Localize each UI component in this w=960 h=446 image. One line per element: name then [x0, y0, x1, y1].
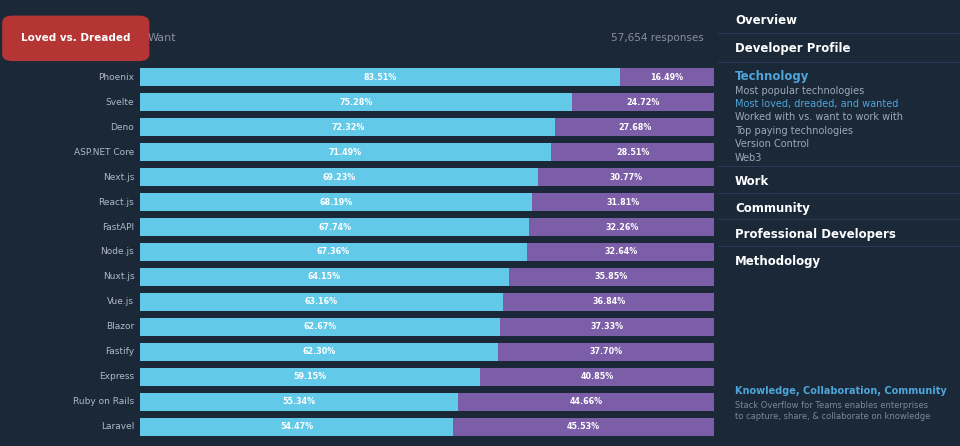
- Text: FastAPI: FastAPI: [102, 223, 134, 231]
- Text: Professional Developers: Professional Developers: [735, 228, 896, 241]
- Text: Overview: Overview: [735, 14, 797, 27]
- Text: 24.72%: 24.72%: [627, 98, 660, 107]
- Text: 44.66%: 44.66%: [569, 397, 603, 406]
- Bar: [140, 368, 480, 386]
- Text: Fastify: Fastify: [106, 347, 134, 356]
- Text: 64.15%: 64.15%: [308, 273, 341, 281]
- Text: 62.30%: 62.30%: [302, 347, 336, 356]
- Text: Knowledge, Collaboration, Community: Knowledge, Collaboration, Community: [735, 386, 947, 396]
- FancyBboxPatch shape: [2, 16, 150, 61]
- Text: 67.36%: 67.36%: [317, 248, 350, 256]
- Text: Ruby on Rails: Ruby on Rails: [73, 397, 134, 406]
- Text: Laravel: Laravel: [101, 422, 134, 431]
- Bar: [140, 318, 500, 336]
- Bar: [480, 368, 714, 386]
- Text: Phoenix: Phoenix: [98, 73, 134, 82]
- Bar: [140, 268, 509, 286]
- Text: 72.32%: 72.32%: [331, 123, 365, 132]
- Text: Vue.js: Vue.js: [108, 297, 134, 306]
- Text: 75.28%: 75.28%: [340, 98, 372, 107]
- Bar: [453, 418, 714, 436]
- Bar: [140, 218, 529, 236]
- Bar: [551, 143, 714, 161]
- Text: 57,654 responses: 57,654 responses: [611, 33, 704, 43]
- Text: Most loved, dreaded, and wanted: Most loved, dreaded, and wanted: [735, 99, 899, 109]
- Text: 28.51%: 28.51%: [616, 148, 649, 157]
- Text: Svelte: Svelte: [106, 98, 134, 107]
- Bar: [140, 118, 556, 136]
- Bar: [572, 93, 714, 111]
- Text: 35.85%: 35.85%: [595, 273, 628, 281]
- Text: Methodology: Methodology: [735, 255, 821, 268]
- Bar: [527, 243, 714, 261]
- Text: 31.81%: 31.81%: [607, 198, 639, 206]
- Text: Express: Express: [99, 372, 134, 381]
- Text: 63.16%: 63.16%: [305, 297, 338, 306]
- Bar: [140, 68, 620, 86]
- Bar: [556, 118, 714, 136]
- Text: Most popular technologies: Most popular technologies: [735, 86, 864, 95]
- Text: Next.js: Next.js: [103, 173, 134, 182]
- Text: 32.26%: 32.26%: [605, 223, 638, 231]
- Bar: [503, 293, 714, 311]
- Bar: [140, 393, 458, 411]
- Text: 83.51%: 83.51%: [363, 73, 396, 82]
- Bar: [140, 243, 527, 261]
- Text: Web3: Web3: [735, 153, 762, 162]
- Text: Loved vs. Dreaded: Loved vs. Dreaded: [21, 33, 131, 43]
- Text: 54.47%: 54.47%: [280, 422, 313, 431]
- Text: Top paying technologies: Top paying technologies: [735, 126, 853, 136]
- Text: 16.49%: 16.49%: [651, 73, 684, 82]
- Text: Blazor: Blazor: [106, 322, 134, 331]
- Text: 27.68%: 27.68%: [618, 123, 652, 132]
- Text: 55.34%: 55.34%: [282, 397, 316, 406]
- Bar: [140, 193, 532, 211]
- Text: Developer Profile: Developer Profile: [735, 42, 851, 55]
- Bar: [140, 168, 538, 186]
- Bar: [140, 418, 453, 436]
- Bar: [532, 193, 714, 211]
- Text: 37.70%: 37.70%: [589, 347, 623, 356]
- Text: Stack Overflow for Teams enables enterprises
to capture, share, & collaborate on: Stack Overflow for Teams enables enterpr…: [735, 401, 930, 421]
- Bar: [538, 168, 714, 186]
- Text: 37.33%: 37.33%: [590, 322, 624, 331]
- Bar: [140, 143, 551, 161]
- Text: 67.74%: 67.74%: [318, 223, 351, 231]
- Text: Nuxt.js: Nuxt.js: [103, 273, 134, 281]
- Text: React.js: React.js: [99, 198, 134, 206]
- Bar: [620, 68, 714, 86]
- Text: 71.49%: 71.49%: [329, 148, 362, 157]
- Text: 40.85%: 40.85%: [581, 372, 613, 381]
- Text: Work: Work: [735, 175, 769, 188]
- Text: 30.77%: 30.77%: [610, 173, 642, 182]
- Text: Node.js: Node.js: [101, 248, 134, 256]
- Text: 59.15%: 59.15%: [294, 372, 326, 381]
- Bar: [140, 343, 498, 361]
- Text: Deno: Deno: [110, 123, 134, 132]
- Bar: [140, 293, 503, 311]
- Bar: [498, 343, 714, 361]
- Text: 45.53%: 45.53%: [567, 422, 600, 431]
- Text: Version Control: Version Control: [735, 139, 809, 149]
- Text: ASP.NET Core: ASP.NET Core: [74, 148, 134, 157]
- Text: Community: Community: [735, 202, 810, 215]
- Text: Technology: Technology: [735, 70, 809, 83]
- Text: 69.23%: 69.23%: [323, 173, 355, 182]
- Text: 36.84%: 36.84%: [592, 297, 625, 306]
- Bar: [509, 268, 714, 286]
- Text: Want: Want: [147, 33, 176, 43]
- Bar: [140, 93, 572, 111]
- Text: 62.67%: 62.67%: [303, 322, 337, 331]
- Bar: [529, 218, 714, 236]
- Bar: [458, 393, 714, 411]
- Text: Worked with vs. want to work with: Worked with vs. want to work with: [735, 112, 903, 122]
- Text: 68.19%: 68.19%: [320, 198, 352, 206]
- Bar: [500, 318, 714, 336]
- Text: 32.64%: 32.64%: [604, 248, 637, 256]
